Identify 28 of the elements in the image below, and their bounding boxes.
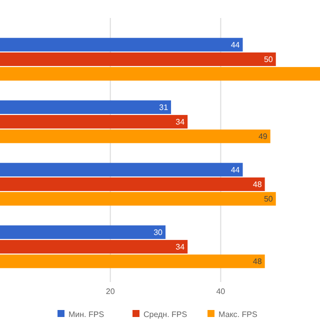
legend-label: Макс. FPS: [218, 310, 258, 319]
data-label: 34: [176, 242, 186, 252]
data-label: 48: [252, 180, 262, 190]
bar: [0, 225, 166, 239]
bar: [0, 254, 265, 268]
bar: [0, 100, 172, 114]
data-label: 30: [154, 228, 164, 237]
data-label: 50: [264, 194, 274, 204]
bar: [0, 130, 270, 144]
legend-label: Мин. FPS: [68, 310, 104, 319]
bar: [0, 177, 265, 192]
bar: [0, 114, 188, 129]
bar: [0, 240, 188, 254]
data-label: 31: [159, 102, 169, 112]
bar: [0, 162, 243, 176]
bar: [0, 192, 276, 206]
data-label: 49: [258, 132, 268, 142]
bar: [0, 52, 276, 66]
data-label: 44: [230, 165, 240, 174]
bar: [0, 38, 243, 52]
data-label: 34: [176, 118, 186, 127]
data-label: 48: [252, 257, 262, 266]
data-label: 44: [230, 40, 240, 50]
bar: [0, 67, 320, 81]
data-label: 50: [264, 55, 274, 64]
x-tick-label: 20: [106, 287, 116, 296]
x-tick-label: 40: [216, 287, 226, 296]
legend-label: Средн. FPS: [144, 310, 188, 319]
